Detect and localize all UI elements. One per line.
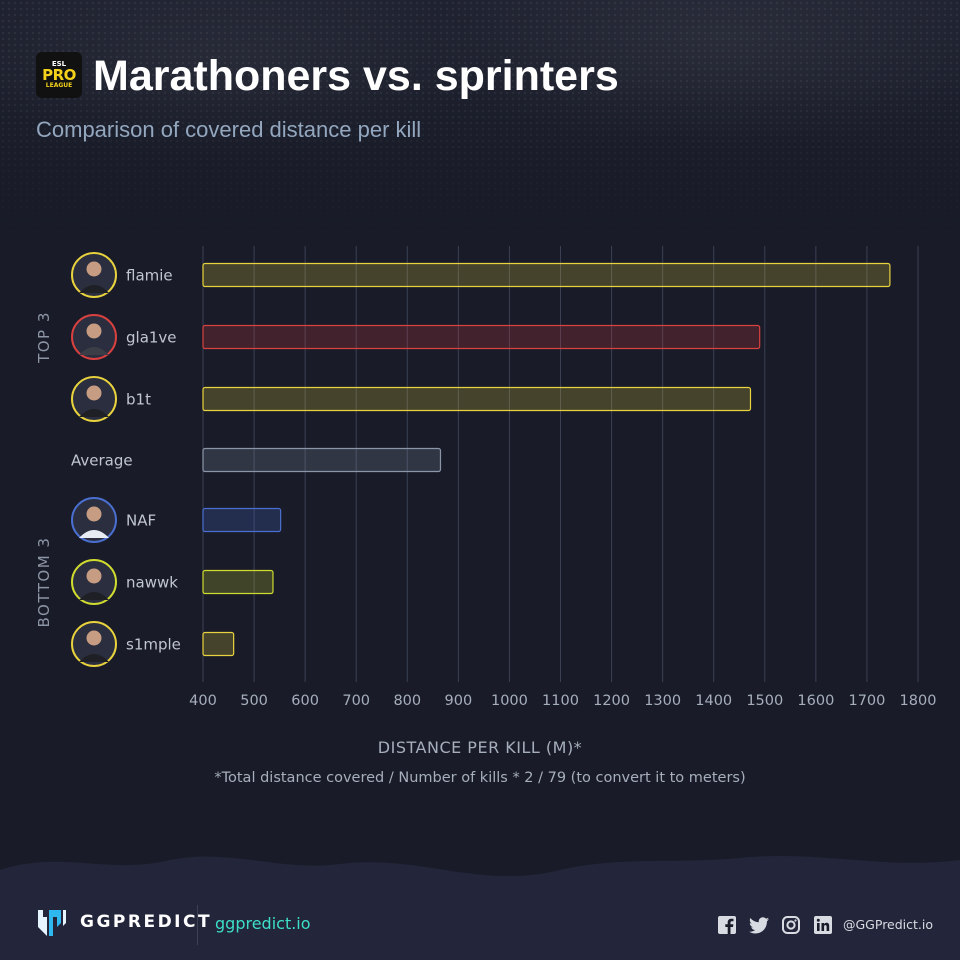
average-label: Average [71, 452, 133, 470]
page-subtitle: Comparison of covered distance per kill [36, 117, 422, 142]
bar-flamie [202, 262, 891, 288]
avatar-shirt-icon [79, 285, 109, 293]
player-label: gla1ve [126, 329, 177, 347]
x-tick-label: 1200 [593, 693, 630, 709]
player-label: nawwk [126, 574, 178, 592]
avatar-head-icon [86, 506, 102, 522]
logo-text-pro: PRO [42, 66, 76, 84]
player-label: s1mple [126, 636, 181, 654]
ggpredict-logo-icon [38, 910, 66, 936]
social-links [716, 915, 834, 935]
brand-website-link[interactable]: ggpredict.io [215, 914, 311, 933]
avatar-head-icon [86, 630, 102, 646]
page-title: Marathoners vs. sprinters [93, 52, 619, 100]
x-tick-label: 1500 [746, 693, 783, 709]
bar-naf [202, 507, 282, 533]
x-tick-label: 800 [393, 693, 421, 709]
player-label: flamie [126, 267, 173, 285]
logo-text-league: LEAGUE [45, 82, 73, 89]
brand-name: GGPREDICT [80, 912, 213, 932]
twitter-icon[interactable] [748, 915, 770, 935]
x-tick-label: 1800 [900, 693, 937, 709]
bar-b1t [202, 386, 752, 412]
x-tick-label: 400 [189, 693, 217, 709]
bar-s1mple [202, 631, 235, 657]
avatar-shirt-icon [79, 409, 109, 417]
x-tick-label: 600 [291, 693, 319, 709]
facebook-icon[interactable] [716, 915, 738, 935]
chart-footnote: *Total distance covered / Number of kill… [214, 770, 746, 786]
footer-divider [197, 905, 198, 945]
group-label-bottom-3: BOTTOM 3 [35, 537, 53, 628]
bar-average [202, 447, 442, 473]
logo-text-esl: ESL [51, 60, 67, 68]
x-tick-label: 1400 [695, 693, 732, 709]
instagram-icon[interactable] [780, 915, 802, 935]
bar-nawwk [202, 569, 274, 595]
player-label: NAF [126, 512, 156, 530]
player-label: b1t [126, 391, 151, 409]
avatar-head-icon [86, 261, 102, 277]
esl-pro-league-logo-icon: ESL PRO LEAGUE [36, 52, 82, 98]
x-axis-label: DISTANCE PER KILL (M)* [377, 738, 583, 757]
footer-background [0, 856, 960, 960]
x-tick-label: 1600 [797, 693, 834, 709]
x-tick-label: 900 [445, 693, 473, 709]
avatar-shirt-icon [79, 530, 109, 538]
x-tick-label: 500 [240, 693, 268, 709]
social-handle: @GGPredict.io [843, 917, 934, 932]
bar-gla1ve [202, 324, 761, 350]
avatar-head-icon [86, 323, 102, 339]
avatar-shirt-icon [79, 347, 109, 355]
x-tick-label: 700 [342, 693, 370, 709]
x-tick-label: 1300 [644, 693, 681, 709]
x-tick-label: 1000 [491, 693, 528, 709]
linkedin-icon[interactable] [812, 915, 834, 935]
avatar-head-icon [86, 568, 102, 584]
avatar-head-icon [86, 385, 102, 401]
group-label-top-3: TOP 3 [35, 311, 53, 364]
x-tick-label: 1700 [848, 693, 885, 709]
header-background [0, 0, 960, 240]
avatar-shirt-icon [79, 592, 109, 600]
x-tick-label: 1100 [542, 693, 579, 709]
avatar-shirt-icon [79, 654, 109, 662]
